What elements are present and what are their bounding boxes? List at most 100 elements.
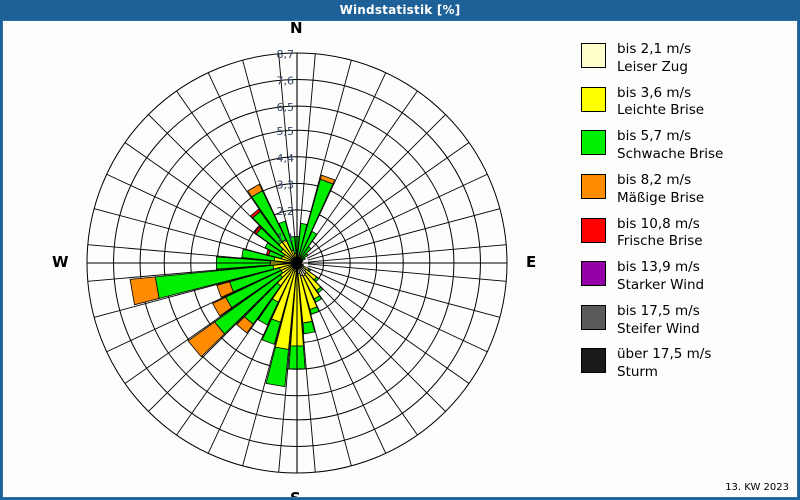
legend-label: bis 17,5 m/s Steifer Wind bbox=[617, 303, 700, 339]
legend-item: bis 3,6 m/s Leichte Brise bbox=[581, 85, 796, 121]
legend-item: bis 17,5 m/s Steifer Wind bbox=[581, 303, 796, 339]
legend-label: über 17,5 m/s Sturm bbox=[617, 346, 711, 382]
wind-rose-segment bbox=[247, 183, 263, 198]
radial-tick-label: 1,1 bbox=[277, 231, 295, 244]
legend-label: bis 3,6 m/s Leichte Brise bbox=[617, 85, 704, 121]
legend-beaufort-name: Starker Wind bbox=[617, 276, 705, 293]
legend-beaufort-name: Mäßige Brise bbox=[617, 189, 705, 206]
grid-spoke bbox=[297, 274, 316, 473]
grid-spoke bbox=[303, 90, 418, 255]
legend-speed-range: bis 17,5 m/s bbox=[617, 302, 700, 319]
wind-rose-segment bbox=[236, 316, 254, 334]
grid-spoke bbox=[299, 273, 352, 466]
wind-rose-petals bbox=[129, 174, 336, 388]
wind-rose-segment bbox=[278, 220, 294, 252]
grid-spoke bbox=[106, 267, 288, 353]
wind-rose-segment bbox=[187, 321, 226, 358]
legend-item: bis 2,1 m/s Leiser Zug bbox=[581, 41, 796, 77]
legend-color-swatch bbox=[581, 86, 606, 112]
legend: bis 2,1 m/s Leiser Zug bis 3,6 m/s Leichte … bbox=[581, 41, 796, 390]
legend-color-swatch bbox=[581, 173, 606, 199]
legend-color-swatch bbox=[581, 348, 606, 374]
wind-rose-segment bbox=[297, 222, 308, 257]
grid-spoke bbox=[106, 173, 288, 259]
legend-label: bis 2,1 m/s Leiser Zug bbox=[617, 41, 691, 77]
legend-color-swatch bbox=[581, 43, 606, 68]
grid-spoke bbox=[308, 244, 507, 263]
grid-spoke bbox=[207, 72, 293, 254]
radial-tick-label: 5,5 bbox=[277, 125, 295, 138]
radial-tick-label: 2,2 bbox=[277, 205, 295, 218]
legend-speed-range: über 17,5 m/s bbox=[617, 346, 712, 363]
legend-speed-range: bis 3,6 m/s bbox=[617, 84, 692, 101]
radial-tick-label: 6,5 bbox=[277, 101, 295, 114]
legend-color-swatch bbox=[581, 304, 606, 330]
grid-spoke bbox=[304, 270, 446, 412]
grid-spoke bbox=[301, 72, 387, 254]
compass-label-east: E bbox=[526, 253, 537, 271]
legend-color-swatch bbox=[581, 261, 606, 287]
wind-rose-segment bbox=[313, 295, 323, 303]
legend-item: über 17,5 m/s Sturm bbox=[581, 346, 796, 382]
grid-spoke bbox=[307, 265, 500, 318]
grid-spoke bbox=[87, 244, 286, 263]
chart-content-area: 1,1 2,2 3,3 4,4 5,5 6,5 7,6 8,7 N E S W bis 2,1… bbox=[2, 20, 798, 498]
grid-spoke bbox=[304, 114, 446, 256]
radial-tick-label: 8,7 bbox=[277, 48, 295, 61]
wind-rose-chart: 1,1 2,2 3,3 4,4 5,5 6,5 7,6 8,7 N E S W bbox=[3, 20, 573, 498]
legend-label: bis 8,2 m/s Mäßige Brise bbox=[617, 172, 704, 208]
window-title-bar: Windstatistik [%] bbox=[0, 0, 800, 20]
legend-item: bis 10,8 m/s Frische Brise bbox=[581, 216, 796, 252]
legend-item: bis 13,9 m/s Starker Wind bbox=[581, 259, 796, 295]
legend-color-swatch bbox=[581, 130, 606, 156]
legend-label: bis 5,7 m/s Schwache Brise bbox=[617, 128, 723, 164]
legend-label: bis 13,9 m/s Starker Wind bbox=[617, 259, 704, 295]
grid-spoke bbox=[87, 263, 286, 282]
wind-rose-segment bbox=[264, 242, 286, 258]
wind-rose-segment bbox=[257, 298, 279, 326]
legend-beaufort-name: Sturm bbox=[617, 364, 658, 381]
legend-speed-range: bis 8,2 m/s bbox=[617, 171, 692, 188]
radial-tick-label: 3,3 bbox=[277, 178, 295, 191]
legend-item: bis 8,2 m/s Mäßige Brise bbox=[581, 172, 796, 208]
grid-spoke bbox=[148, 270, 290, 412]
grid-spoke bbox=[242, 60, 295, 253]
compass-label-south: S bbox=[290, 489, 301, 498]
wind-rose-segment bbox=[261, 318, 281, 345]
polar-axis-lines bbox=[87, 53, 507, 473]
grid-spoke bbox=[303, 271, 418, 436]
wind-rose-segment bbox=[316, 286, 324, 294]
grid-spoke bbox=[308, 263, 507, 282]
grid-spoke bbox=[301, 272, 387, 454]
wind-rose-segment bbox=[313, 276, 320, 283]
legend-speed-range: bis 13,9 m/s bbox=[617, 259, 700, 276]
wind-rose-segment bbox=[289, 236, 297, 255]
grid-spoke bbox=[278, 53, 297, 252]
wind-rose-segment bbox=[241, 248, 276, 262]
grid-spoke bbox=[297, 53, 316, 252]
legend-color-swatch bbox=[581, 217, 606, 243]
legend-beaufort-name: Leichte Brise bbox=[617, 102, 705, 119]
wind-rose-segment bbox=[211, 296, 233, 317]
radial-tick-label: 7,6 bbox=[277, 75, 295, 88]
grid-spoke bbox=[94, 208, 287, 261]
grid-spoke bbox=[305, 269, 470, 384]
wind-rose-segment bbox=[265, 249, 271, 256]
grid-spoke bbox=[306, 173, 488, 259]
compass-label-north: N bbox=[290, 20, 303, 37]
grid-spoke bbox=[148, 114, 290, 256]
legend-speed-range: bis 10,8 m/s bbox=[617, 215, 700, 232]
wind-rose-segment bbox=[302, 320, 316, 335]
grid-spoke bbox=[278, 274, 297, 473]
wind-rose-segment bbox=[253, 225, 262, 235]
wind-rose-segment bbox=[250, 208, 261, 219]
legend-speed-range: bis 2,1 m/s bbox=[617, 41, 692, 57]
wind-rose-segment bbox=[265, 346, 289, 388]
legend-item: bis 5,7 m/s Schwache Brise bbox=[581, 128, 796, 164]
wind-rose-svg: 1,1 2,2 3,3 4,4 5,5 6,5 7,6 8,7 bbox=[86, 48, 508, 474]
legend-label: bis 10,8 m/s Frische Brise bbox=[617, 216, 703, 252]
grid-spoke bbox=[299, 60, 352, 253]
wind-rose-segment bbox=[216, 281, 234, 298]
grid-spoke bbox=[176, 271, 291, 436]
